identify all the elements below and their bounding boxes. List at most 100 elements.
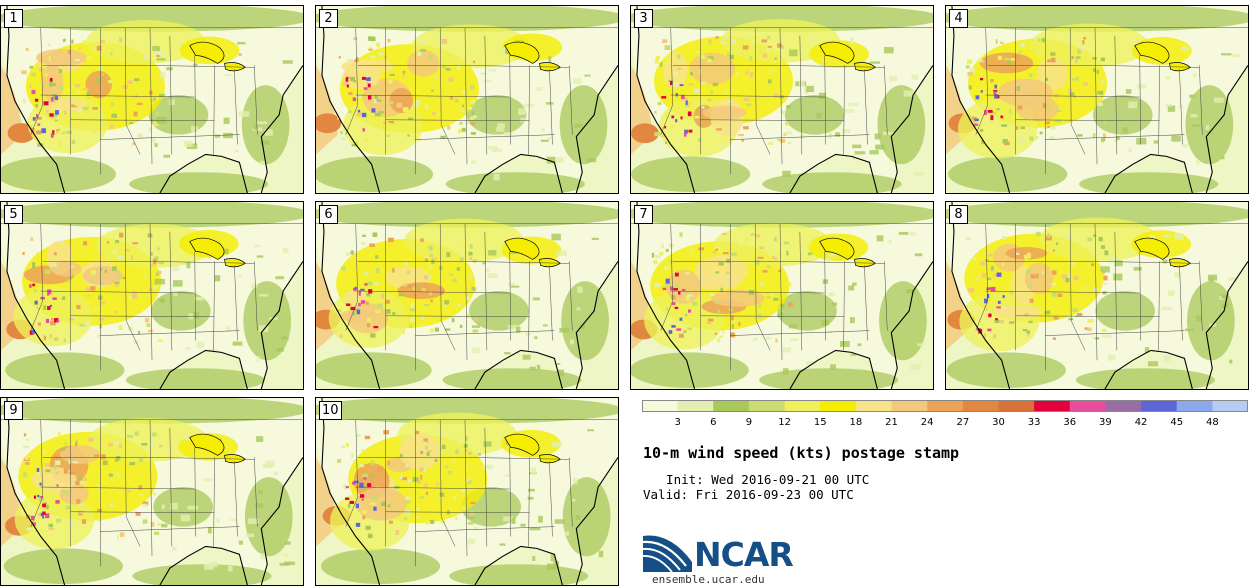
wind-speckle <box>875 144 885 150</box>
wind-speckle <box>114 471 119 475</box>
wind-speckle <box>994 319 1000 324</box>
wind-speckle <box>463 444 468 448</box>
wind-speckle <box>37 322 41 326</box>
wind-speckle <box>351 144 356 147</box>
state-border <box>824 251 826 341</box>
wind-speckle <box>93 129 97 134</box>
wind-speckle <box>414 103 419 108</box>
member-panel-8: 8 <box>945 201 1249 390</box>
wind-speckle <box>257 489 264 495</box>
wind-speckle <box>472 329 479 333</box>
wind-speckle <box>1165 103 1172 107</box>
state-border <box>779 27 783 165</box>
wind-speckle <box>110 102 114 107</box>
state-border <box>1179 69 1183 145</box>
wind-speckle <box>876 235 884 242</box>
wind-speckle <box>1097 102 1103 106</box>
wind-speed-map <box>946 202 1248 389</box>
wind-speckle <box>436 482 439 488</box>
wind-speckle <box>347 503 351 509</box>
wind-speckle <box>415 100 421 103</box>
wind-speckle <box>399 475 403 480</box>
state-border <box>549 69 553 145</box>
wind-speckle <box>62 39 66 42</box>
wind-max <box>675 93 678 97</box>
wind-speckle <box>1167 105 1176 112</box>
colorbar-swatch <box>784 400 821 412</box>
wind-speckle <box>914 253 923 257</box>
wind-speckle <box>132 142 136 146</box>
wind-speckle <box>520 117 527 123</box>
wind-shade <box>1075 368 1215 389</box>
state-border <box>100 526 240 532</box>
wind-speckle <box>437 112 441 115</box>
wind-max <box>30 515 35 521</box>
state-border <box>150 261 255 264</box>
wind-speckle <box>747 246 752 251</box>
wind-speckle <box>1148 361 1159 367</box>
state-border <box>385 119 530 122</box>
wind-speckle <box>136 102 143 105</box>
coastline <box>636 6 933 193</box>
wind-speckle <box>700 55 705 59</box>
wind-speckle <box>1101 78 1106 83</box>
colorbar-tick-label: 27 <box>956 417 969 428</box>
wind-speckle <box>540 139 549 142</box>
wind-speckle <box>462 90 467 94</box>
wind-speckle <box>715 248 719 251</box>
wind-speckle <box>556 250 567 256</box>
wind-speckle <box>1030 274 1036 279</box>
wind-speckle <box>381 501 386 507</box>
wind-speckle <box>696 51 699 54</box>
wind-speckle <box>450 96 453 100</box>
colorbar-tick-label: 39 <box>1099 417 1112 428</box>
wind-speckle <box>1073 95 1076 98</box>
wind-max <box>54 318 59 323</box>
wind-speckle <box>1000 319 1004 324</box>
wind-speckle <box>141 442 148 446</box>
wind-speckle <box>751 36 758 40</box>
wind-max <box>1002 295 1005 298</box>
wind-speckle <box>81 519 87 524</box>
wind-speckle <box>423 468 427 472</box>
wind-speckle <box>260 140 270 145</box>
wind-speckle <box>972 116 977 120</box>
wind-speckle <box>402 330 405 334</box>
wind-speckle <box>387 237 394 243</box>
wind-speckle <box>75 439 78 444</box>
wind-max <box>364 283 368 286</box>
wind-speckle <box>1133 266 1142 271</box>
state-border <box>569 261 573 331</box>
member-panel-6: 6 <box>315 201 619 390</box>
wind-max <box>988 313 992 318</box>
figure-title: 10-m wind speed (kts) postage stamp <box>643 444 960 462</box>
wind-speckle <box>348 109 352 114</box>
wind-speckle <box>259 160 266 166</box>
wind-speckle <box>102 73 105 76</box>
wind-speckle <box>1047 233 1051 238</box>
wind-speckle <box>93 454 100 457</box>
colorbar-swatch <box>748 400 786 412</box>
wind-speckle <box>227 565 233 572</box>
wind-speckle <box>758 246 765 250</box>
wind-speckle <box>282 60 293 64</box>
wind-speckle <box>786 122 789 126</box>
wind-speckle <box>407 479 411 483</box>
wind-speckle <box>470 84 475 90</box>
wind-speckle <box>154 531 160 535</box>
wind-shade <box>5 352 125 389</box>
wind-speckle <box>112 266 117 271</box>
wind-speckle <box>143 55 147 60</box>
state-border <box>385 315 530 318</box>
wind-speckle <box>98 66 103 71</box>
wind-shade <box>407 50 440 77</box>
wind-max <box>664 126 667 129</box>
wind-speckle <box>66 89 71 93</box>
wind-speed-map <box>316 202 618 389</box>
wind-speckle <box>366 281 373 286</box>
colorbar-tick-label: 48 <box>1206 417 1219 428</box>
wind-speckle <box>677 54 681 59</box>
wind-speckle <box>29 65 34 69</box>
wind-speckle <box>573 78 582 84</box>
state-border <box>150 457 255 460</box>
